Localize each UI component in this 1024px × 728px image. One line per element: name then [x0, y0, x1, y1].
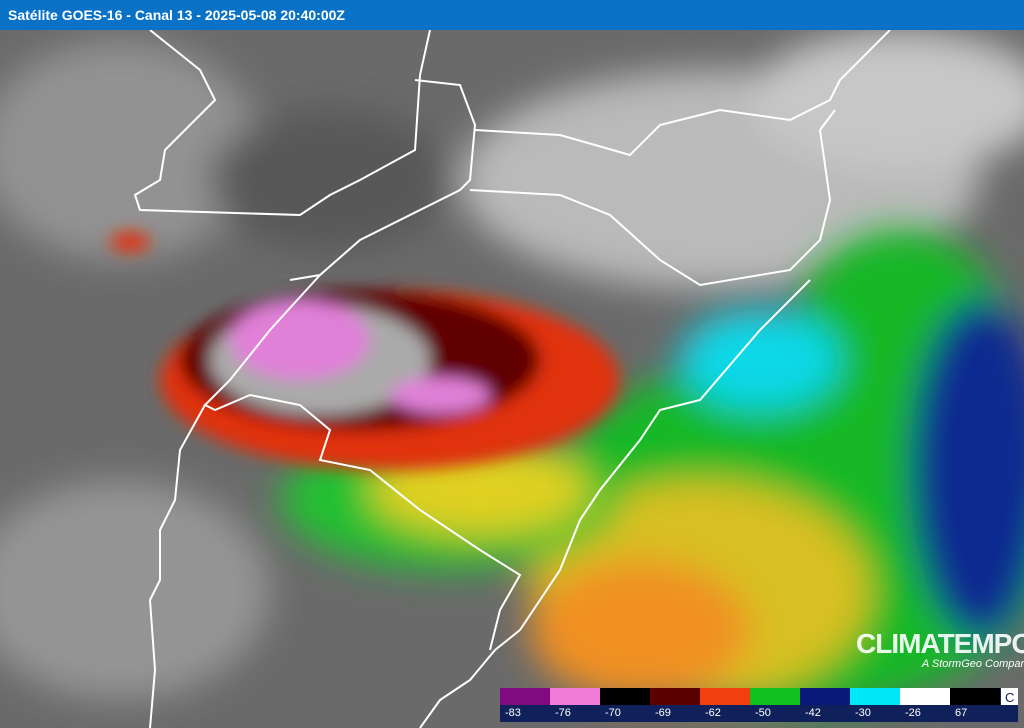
- color-legend: -83 -76 -70 -69 -62 -50 -42 -30 -26 67 C: [500, 688, 1018, 722]
- legend-label: -69: [655, 707, 671, 719]
- legend-label: -30: [855, 707, 871, 719]
- legend-swatch: [850, 688, 900, 705]
- legend-swatch: [650, 688, 700, 705]
- legend-label: -50: [755, 707, 771, 719]
- title-bar: Satélite GOES-16 - Canal 13 - 2025-05-08…: [0, 0, 1024, 30]
- legend-label: -62: [705, 707, 721, 719]
- legend-swatch: [950, 688, 1000, 705]
- legend-unit-box: [1001, 688, 1018, 705]
- logo: CLIMATEMPO A StormGeo Company: [856, 628, 1024, 670]
- legend-unit: C: [1005, 690, 1014, 705]
- legend-label: 67: [955, 707, 967, 719]
- legend-swatch: [700, 688, 750, 705]
- logo-name: CLIMATEMPO: [856, 628, 1024, 659]
- legend-swatch: [800, 688, 850, 705]
- title: Satélite GOES-16 - Canal 13 - 2025-05-08…: [8, 7, 345, 23]
- legend-label: -76: [555, 707, 571, 719]
- legend-swatch: [750, 688, 800, 705]
- legend-swatch: [500, 688, 550, 705]
- legend-swatch: [600, 688, 650, 705]
- legend-label: -26: [905, 707, 921, 719]
- legend-swatch: [900, 688, 950, 705]
- satellite-map: [0, 30, 1024, 728]
- borders: [133, 30, 891, 728]
- logo-tagline: A StormGeo Company: [921, 658, 1024, 670]
- legend-label: -42: [805, 707, 821, 719]
- legend-swatch: [550, 688, 600, 705]
- legend-label: -83: [505, 707, 521, 719]
- legend-label: -70: [605, 707, 621, 719]
